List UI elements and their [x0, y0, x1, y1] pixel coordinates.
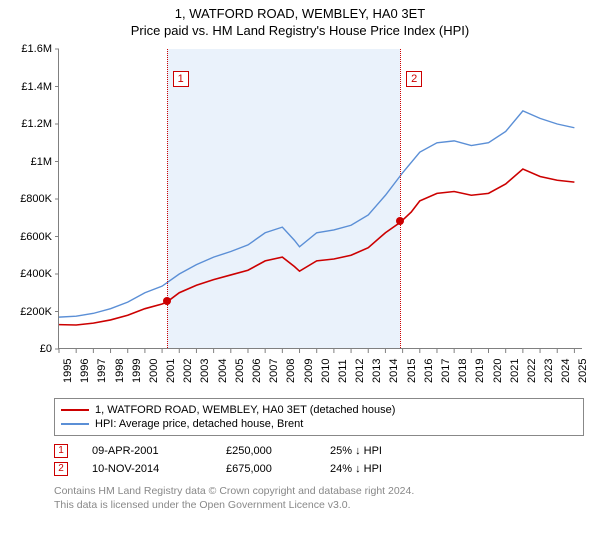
legend-label: 1, WATFORD ROAD, WEMBLEY, HA0 3ET (detac… — [95, 404, 395, 416]
x-axis-label: 2013 — [371, 359, 382, 383]
x-axis-label: 2020 — [492, 359, 503, 383]
x-axis-label: 2024 — [560, 359, 571, 383]
x-axis-label: 2018 — [457, 359, 468, 383]
series-legend: 1, WATFORD ROAD, WEMBLEY, HA0 3ET (detac… — [54, 398, 584, 436]
footer-line2: This data is licensed under the Open Gov… — [54, 498, 584, 512]
y-axis-label: £1M — [10, 156, 52, 168]
footer-line1: Contains HM Land Registry data © Crown c… — [54, 484, 584, 498]
sale-price: £250,000 — [226, 445, 306, 457]
x-axis-label: 2019 — [474, 359, 485, 383]
sales-table: 1 09-APR-2001 £250,000 25% ↓ HPI 2 10-NOV-201… — [54, 442, 584, 478]
x-axis-label: 1999 — [131, 359, 142, 383]
legend-block: 1, WATFORD ROAD, WEMBLEY, HA0 3ET (detac… — [54, 398, 584, 512]
legend-label: HPI: Average price, detached house, Bren… — [95, 418, 303, 430]
y-axis-label: £200K — [10, 306, 52, 318]
x-axis-label: 2011 — [337, 359, 348, 383]
x-axis-label: 2004 — [217, 359, 228, 383]
x-axis-label: 2001 — [165, 359, 176, 383]
series-line — [59, 169, 574, 325]
x-axis-label: 2014 — [388, 359, 399, 383]
x-axis-label: 2003 — [199, 359, 210, 383]
marker-dot — [163, 297, 171, 305]
x-axis-label: 2023 — [543, 359, 554, 383]
x-axis-label: 1997 — [96, 359, 107, 383]
y-axis-label: £600K — [10, 231, 52, 243]
x-axis-label: 1996 — [79, 359, 90, 383]
marker-box: 2 — [406, 71, 422, 87]
footer-attribution: Contains HM Land Registry data © Crown c… — [54, 484, 584, 512]
x-axis-label: 2006 — [251, 359, 262, 383]
marker-line — [400, 49, 401, 348]
y-axis-label: £0 — [10, 343, 52, 355]
marker-box: 1 — [173, 71, 189, 87]
x-axis-label: 2016 — [423, 359, 434, 383]
series-line — [59, 111, 574, 317]
sale-marker-ref: 1 — [54, 444, 68, 458]
x-axis-label: 2002 — [182, 359, 193, 383]
x-axis-label: 1995 — [62, 359, 73, 383]
legend-swatch — [61, 409, 89, 411]
chart-title-address: 1, WATFORD ROAD, WEMBLEY, HA0 3ET — [0, 6, 600, 21]
x-axis-label: 2009 — [303, 359, 314, 383]
x-axis-label: 2017 — [440, 359, 451, 383]
chart-title-sub: Price paid vs. HM Land Registry's House … — [0, 23, 600, 38]
x-axis-label: 2021 — [509, 359, 520, 383]
sale-price: £675,000 — [226, 463, 306, 475]
x-axis-label: 2025 — [577, 359, 588, 383]
y-axis-label: £1.4M — [10, 81, 52, 93]
sale-delta: 24% ↓ HPI — [330, 463, 440, 475]
x-axis-label: 2005 — [234, 359, 245, 383]
sale-date: 09-APR-2001 — [92, 445, 202, 457]
x-axis-label: 2015 — [406, 359, 417, 383]
legend-swatch — [61, 423, 89, 425]
legend-row: HPI: Average price, detached house, Bren… — [61, 417, 577, 431]
y-axis-label: £800K — [10, 193, 52, 205]
x-axis-label: 2012 — [354, 359, 365, 383]
x-axis-label: 2008 — [285, 359, 296, 383]
x-axis-label: 2007 — [268, 359, 279, 383]
chart-area: £0 £200K £400K £600K £800K £1M £1.2M £1.4M £1.6M… — [10, 44, 590, 394]
sale-date: 10-NOV-2014 — [92, 463, 202, 475]
sale-delta: 25% ↓ HPI — [330, 445, 440, 457]
sale-row: 1 09-APR-2001 £250,000 25% ↓ HPI — [54, 442, 584, 460]
y-axis-label: £1.2M — [10, 118, 52, 130]
x-axis-label: 2022 — [526, 359, 537, 383]
x-axis-label: 2010 — [320, 359, 331, 383]
x-axis-label: 2000 — [148, 359, 159, 383]
y-axis-label: £400K — [10, 268, 52, 280]
sale-row: 2 10-NOV-2014 £675,000 24% ↓ HPI — [54, 460, 584, 478]
y-axis-label: £1.6M — [10, 43, 52, 55]
sale-marker-ref: 2 — [54, 462, 68, 476]
x-axis-label: 1998 — [114, 359, 125, 383]
legend-row: 1, WATFORD ROAD, WEMBLEY, HA0 3ET (detac… — [61, 403, 577, 417]
marker-dot — [396, 217, 404, 225]
